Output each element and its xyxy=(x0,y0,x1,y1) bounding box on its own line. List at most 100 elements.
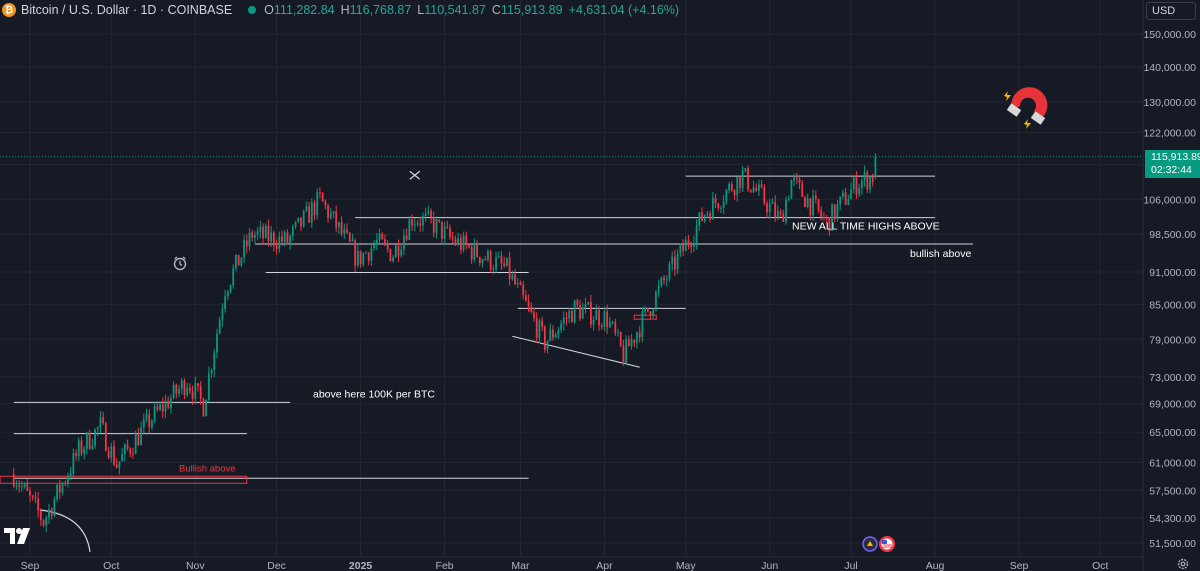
candle-body xyxy=(823,216,825,218)
candle-body xyxy=(524,295,527,302)
candle-body xyxy=(381,233,384,240)
candle-body xyxy=(142,419,145,428)
candle-body xyxy=(663,277,665,281)
candle-body xyxy=(20,486,23,488)
candle-body xyxy=(140,427,142,446)
candle-body xyxy=(113,446,115,465)
candle-body xyxy=(240,257,243,266)
candle-body xyxy=(709,213,712,220)
candle-body xyxy=(392,257,394,262)
candle-body xyxy=(232,268,235,286)
candle-body xyxy=(94,429,96,446)
settings-gear-icon[interactable] xyxy=(1176,557,1190,571)
candle-body xyxy=(739,176,741,188)
candle-body xyxy=(129,448,132,454)
candle-body xyxy=(186,387,189,396)
candle-body xyxy=(218,319,221,334)
candle-body xyxy=(549,329,552,341)
candle-body xyxy=(495,257,497,270)
candle-body xyxy=(31,495,34,497)
time-axis[interactable]: Sep Oct Nov Dec 2025 Feb Mar Apr May Jun Jul Aug Sep… xyxy=(0,556,1143,571)
candle-body xyxy=(565,317,568,319)
price-tick-label: 122,000.00 xyxy=(1143,127,1196,139)
candle-body xyxy=(847,199,850,205)
candle-body xyxy=(579,305,581,319)
candle-body xyxy=(679,244,682,254)
annotation-ath[interactable]: NEW ALL TIME HIGHS ABOVE xyxy=(792,221,940,233)
candle-body xyxy=(790,180,793,199)
candle-body xyxy=(541,320,544,327)
candle-body xyxy=(560,323,562,330)
candle-body xyxy=(655,291,657,310)
candle-body xyxy=(229,285,232,292)
candle-body xyxy=(216,333,218,353)
candle-body xyxy=(622,345,625,364)
candle-body xyxy=(254,234,256,238)
price-tick-label: 140,000.00 xyxy=(1143,62,1196,74)
candle-body xyxy=(443,226,446,239)
candle-body xyxy=(874,156,877,177)
candle-body xyxy=(836,204,839,219)
candle-body xyxy=(18,485,21,487)
candle-body xyxy=(446,226,449,228)
candle-body xyxy=(744,168,747,171)
candle-body xyxy=(23,483,26,487)
candle-body xyxy=(343,229,346,234)
candle-body xyxy=(606,311,609,327)
candle-body xyxy=(245,240,248,247)
candle-body xyxy=(706,213,709,216)
candle-body xyxy=(717,203,720,209)
candle-body xyxy=(641,311,644,338)
candle-body xyxy=(132,453,134,455)
close-value: 115,913.89 xyxy=(500,3,563,17)
annotation-bullish-above[interactable]: bullish above xyxy=(910,248,971,260)
candle-body xyxy=(703,215,706,221)
candle-body xyxy=(324,201,327,206)
candle-body xyxy=(516,282,519,285)
candle-body xyxy=(749,189,752,192)
price-tick-label: 106,000.00 xyxy=(1143,194,1196,206)
candle-body xyxy=(348,232,351,242)
candle-body xyxy=(72,453,75,474)
candle-body xyxy=(422,216,424,226)
events-icons[interactable] xyxy=(860,535,900,553)
candle-body xyxy=(340,222,343,234)
candle-body xyxy=(386,242,389,250)
symbol-title[interactable]: Bitcoin / U.S. Dollar · 1D · COINBASE xyxy=(21,3,233,17)
annotations[interactable]: NEW ALL TIME HIGHS ABOVE bullish above a… xyxy=(179,221,971,475)
currency-selector[interactable]: USD xyxy=(1146,2,1196,20)
tradingview-logo-icon[interactable] xyxy=(4,528,32,544)
candle-body xyxy=(58,484,61,493)
alarm-icon[interactable] xyxy=(172,255,188,271)
candle-body xyxy=(630,339,633,347)
bullish-zone-box xyxy=(0,475,248,484)
candle-body xyxy=(814,195,817,200)
price-axis[interactable]: 51,500.00 54,300.00 57,500.00 61,000.00 65,0… xyxy=(1142,0,1196,571)
candle-body xyxy=(722,201,725,208)
open-label: O xyxy=(264,3,274,17)
annotation-bullish-red[interactable]: Bullish above xyxy=(179,463,236,474)
candle-body xyxy=(159,404,161,410)
price-tick-label: 69,000.00 xyxy=(1149,399,1196,411)
candle-body xyxy=(148,414,151,428)
candle-body xyxy=(787,198,790,201)
annotation-100k[interactable]: above here 100K per BTC xyxy=(313,388,435,400)
candle-body xyxy=(657,285,660,292)
magnet-icon[interactable] xyxy=(998,80,1054,132)
candle-body xyxy=(88,432,91,449)
candle-body xyxy=(75,453,77,456)
candle-body xyxy=(511,274,514,280)
candle-body xyxy=(701,212,703,221)
candle-body xyxy=(860,180,863,189)
candle-body xyxy=(866,172,869,190)
candle-body xyxy=(478,256,481,264)
candle-body xyxy=(237,254,240,266)
candle-body xyxy=(741,170,744,188)
candle-body xyxy=(644,307,646,312)
candle-body xyxy=(530,306,533,312)
candle-body xyxy=(855,177,858,195)
candle-body xyxy=(711,197,714,220)
candle-body xyxy=(183,380,186,396)
symbol-header[interactable]: ₿ Bitcoin / U.S. Dollar · 1D · COINBASE … xyxy=(0,0,679,20)
